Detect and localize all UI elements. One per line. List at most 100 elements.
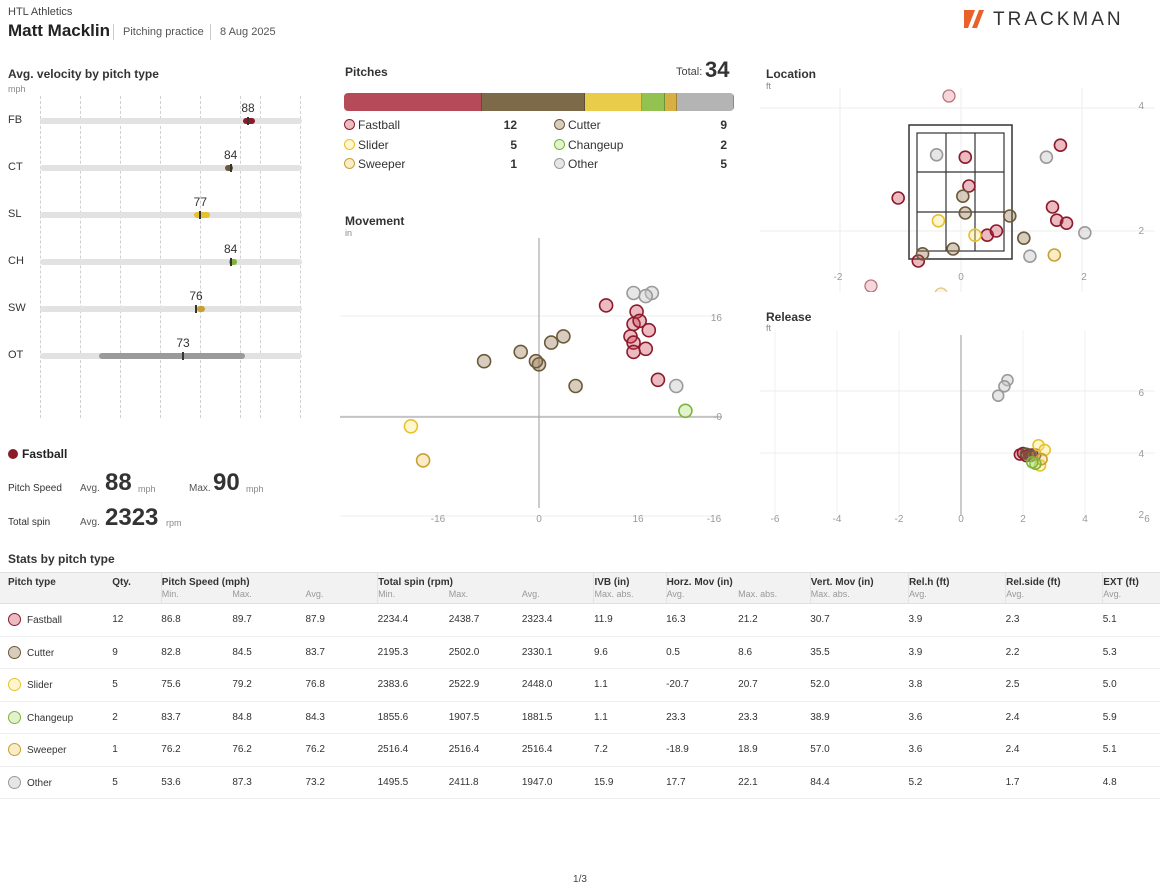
stats-subheader: Max.	[448, 588, 522, 604]
stats-header-6[interactable]: Vert. Mov (in)	[809, 572, 909, 589]
point-changeup	[678, 403, 693, 419]
stat-cell: 2323.4	[521, 603, 594, 637]
movement-x-tick: -16	[707, 514, 722, 525]
release-x-tick: -4	[833, 514, 842, 525]
stats-header-4[interactable]: IVB (in)	[593, 572, 667, 589]
spin-avg-label: Avg.	[80, 517, 100, 528]
stat-cell: 2448.0	[521, 668, 594, 702]
pitch-type-name: Changeup	[27, 712, 74, 724]
stat-cell: 3.6	[908, 733, 1006, 767]
stat-cell: 76.2	[305, 733, 378, 767]
stat-cell: 5.0	[1102, 668, 1160, 702]
table-row[interactable]: Cutter 9 82.8 84.5 83.7 2195.3 2502.0 2330.1 9.6…	[0, 636, 1160, 669]
stats-subheader: Max. abs.	[809, 588, 909, 604]
velocity-value: 77	[193, 195, 207, 209]
release-x-tick: 6	[1144, 514, 1150, 525]
stat-cell: 79.2	[232, 668, 306, 702]
stats-header-0[interactable]: Pitch type	[0, 572, 113, 589]
spin-avg-unit: rpm	[166, 518, 182, 528]
point-cutter	[958, 206, 973, 220]
pitch-type-dot	[8, 743, 21, 757]
release-y-tick: 2	[1138, 510, 1144, 521]
speed-avg-unit: mph	[138, 484, 156, 494]
point-fastball	[1053, 138, 1068, 153]
qty-cell: 5	[112, 668, 162, 702]
table-row[interactable]: Changeup 2 83.7 84.8 84.3 1855.6 1907.5 1881.5 1…	[0, 701, 1160, 734]
table-row[interactable]: Other 5 53.6 87.3 73.2 1495.5 2411.8 1947.0 15.9…	[0, 766, 1160, 799]
pitch-bar-segment-slider	[584, 93, 643, 111]
pitch-bar-segment-changeup	[642, 93, 666, 111]
stat-cell: 23.3	[738, 701, 811, 734]
velocity-avg-marker	[229, 164, 232, 172]
point-fastball	[641, 322, 657, 338]
legend-item-changeup[interactable]: Changeup	[554, 138, 623, 152]
stats-header-5[interactable]: Horz. Mov (in)	[665, 572, 811, 589]
legend-item-cutter[interactable]: Cutter	[554, 118, 601, 132]
speed-avg-label: Avg.	[80, 483, 100, 494]
velocity-track	[40, 165, 302, 171]
stat-cell: 18.9	[738, 733, 811, 767]
stat-cell: 2330.1	[521, 636, 594, 669]
stat-cell: 3.6	[908, 701, 1006, 734]
legend-dot	[344, 158, 355, 169]
velocity-track	[40, 259, 302, 265]
stat-cell: 84.8	[232, 701, 306, 734]
table-row[interactable]: Sweeper 1 76.2 76.2 76.2 2516.4 2516.4 2516.4 7.…	[0, 733, 1160, 767]
release-x-tick: 2	[1020, 514, 1026, 525]
legend-label: Changeup	[568, 137, 624, 152]
velocity-title: Avg. velocity by pitch type	[8, 67, 159, 81]
point-other	[1001, 373, 1014, 387]
pitch-type-cell: Changeup	[0, 701, 113, 734]
stats-subheader: Avg.	[665, 588, 739, 604]
stat-cell: 57.0	[810, 733, 909, 767]
stat-cell: 2.5	[1005, 668, 1103, 702]
legend-label: Slider	[358, 137, 389, 152]
stats-header-8[interactable]: Rel.side (ft)	[1005, 572, 1103, 589]
movement-unit: in	[345, 228, 353, 238]
point-fastball	[911, 254, 926, 268]
stat-cell: 20.7	[738, 668, 811, 702]
stat-cell: 5.1	[1102, 603, 1160, 637]
velocity-value: 84	[223, 242, 238, 256]
stat-cell: 2411.8	[448, 766, 522, 799]
velocity-range-bar	[229, 259, 238, 265]
stat-cell: 35.5	[810, 636, 909, 669]
stat-cell: 17.7	[666, 766, 739, 799]
stat-cell: -18.9	[666, 733, 739, 767]
stat-cell: 76.2	[161, 733, 233, 767]
point-fastball	[891, 191, 905, 205]
stat-cell: 52.0	[810, 668, 909, 702]
velocity-chart: FB 88 CT 84 SL 77 CH 84 SW 76 OT 73	[0, 96, 320, 426]
selected-pitch[interactable]: Fastball	[8, 447, 67, 461]
point-fastball	[1059, 216, 1074, 230]
table-row[interactable]: Slider 5 75.6 79.2 76.8 2383.6 2522.9 2448.0 1.1…	[0, 668, 1160, 702]
point-sweeper	[1047, 248, 1062, 262]
strike-zone	[916, 132, 1005, 252]
stats-header-3[interactable]: Total spin (rpm)	[377, 572, 594, 589]
qty-cell: 1	[112, 733, 162, 767]
stat-cell: 2234.4	[377, 603, 449, 637]
speed-max-label: Max.	[189, 483, 211, 494]
legend-item-fastball[interactable]: Fastball	[344, 118, 400, 132]
legend-item-sweeper[interactable]: Sweeper	[344, 157, 405, 171]
legend-item-other[interactable]: Other	[554, 157, 598, 171]
legend-label: Sweeper	[358, 157, 406, 171]
stats-header-2[interactable]: Pitch Speed (mph)	[160, 572, 378, 589]
stat-cell: 5.9	[1102, 701, 1160, 734]
legend-item-slider[interactable]: Slider	[344, 138, 389, 152]
movement-y-tick: 16	[711, 313, 723, 324]
table-row[interactable]: Fastball 12 86.8 89.7 87.9 2234.4 2438.7 2323.4…	[0, 603, 1160, 637]
legend-count: 2	[720, 137, 727, 152]
legend-count: 9	[720, 118, 727, 132]
movement-x-tick: 0	[536, 514, 542, 525]
stats-header-7[interactable]: Rel.h (ft)	[907, 572, 1006, 589]
stats-subheader: Max. abs.	[738, 588, 811, 604]
release-y-tick: 4	[1138, 449, 1144, 460]
velocity-gridline	[120, 96, 121, 418]
header-divider	[210, 24, 211, 40]
location-chart: -2 0 2 4 2	[760, 88, 1155, 292]
stats-subheader: Min.	[377, 588, 449, 604]
stats-header-1[interactable]: Qty.	[112, 572, 162, 589]
stats-header-9[interactable]: EXT (ft)	[1102, 572, 1160, 589]
total-spin-label: Total spin	[8, 517, 51, 528]
